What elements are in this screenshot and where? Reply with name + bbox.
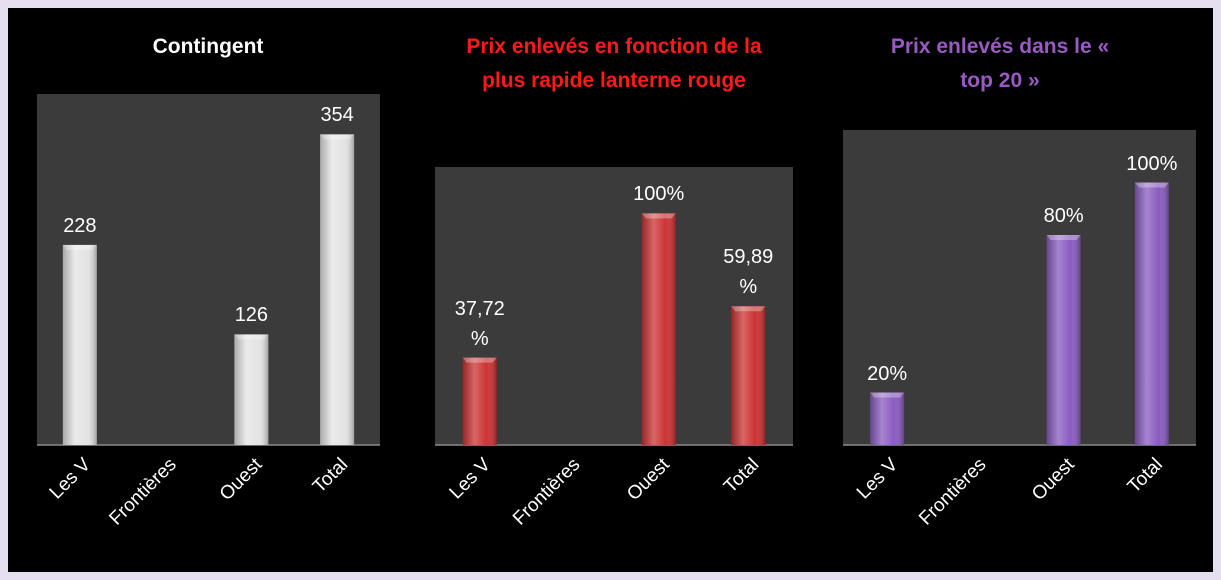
value-label-box: 100% xyxy=(633,183,685,206)
chart-title: Contingent xyxy=(152,35,264,58)
bar-bevel xyxy=(641,213,676,219)
bar-shade xyxy=(320,134,355,446)
value-label: 59,89 % xyxy=(723,246,774,299)
value-label: 100% xyxy=(1126,152,1178,175)
chart-title-box: Prix enlevés dans le « top 20 » xyxy=(890,35,1110,92)
bar-bevel xyxy=(234,334,269,340)
value-label-box: 20% xyxy=(867,362,908,385)
bar-shade xyxy=(870,392,905,445)
bar-shade xyxy=(641,213,676,445)
chart-title-box: Prix enlevés en fonction de la plus rapi… xyxy=(466,35,762,92)
value-label-box: 80% xyxy=(1043,205,1084,227)
value-label: 126 xyxy=(234,304,269,327)
bar-bevel xyxy=(1134,182,1169,188)
bar-bevel xyxy=(870,392,905,398)
value-label: 37,72 % xyxy=(454,297,505,350)
chart-title: Prix enlevés en fonction de la plus rapi… xyxy=(466,35,762,92)
bar-bevel xyxy=(462,357,497,363)
value-label: 20% xyxy=(867,362,908,385)
bar-bevel xyxy=(1046,235,1081,240)
bar-shade xyxy=(1046,235,1081,445)
value-label-box: 126 xyxy=(234,304,269,327)
bar-shade xyxy=(731,306,766,445)
bar-shade xyxy=(462,357,497,445)
bar-shade xyxy=(1134,182,1169,445)
bar-bevel xyxy=(62,244,97,250)
chart-title: Prix enlevés dans le « top 20 » xyxy=(890,35,1110,92)
value-label: 80% xyxy=(1043,205,1084,227)
value-label-box: 37,72 % xyxy=(454,297,505,350)
value-label-box: 354 xyxy=(320,104,354,127)
value-label-box: 59,89 % xyxy=(723,246,774,299)
chart-title-box: Contingent xyxy=(152,35,264,58)
bar-shade xyxy=(62,244,97,445)
bar-bevel xyxy=(320,134,355,140)
bar-shade xyxy=(234,334,269,445)
bar-bevel xyxy=(731,306,766,312)
value-label-box: 100% xyxy=(1126,152,1178,175)
value-label: 100% xyxy=(633,183,685,206)
value-label-box: 228 xyxy=(63,214,97,237)
value-label: 354 xyxy=(320,104,354,127)
value-label: 228 xyxy=(63,214,97,237)
